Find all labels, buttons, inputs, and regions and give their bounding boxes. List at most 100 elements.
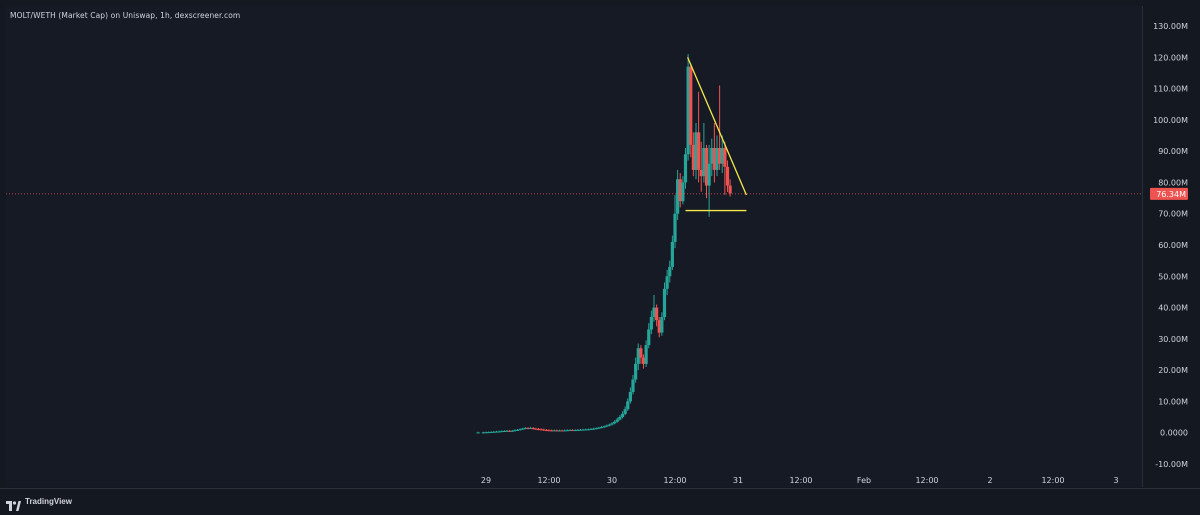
y-tick-label: 10.00M xyxy=(1158,397,1188,406)
candle-body xyxy=(573,430,577,432)
x-tick-label: 30 xyxy=(607,476,617,485)
candle xyxy=(505,430,509,432)
candle-body xyxy=(589,428,593,430)
candle xyxy=(571,429,575,432)
candle xyxy=(723,141,727,195)
candle xyxy=(605,424,609,428)
x-tick-label: 2 xyxy=(987,476,992,485)
candle-body xyxy=(704,148,709,186)
candle-body xyxy=(613,421,617,424)
candle-body xyxy=(571,430,575,432)
tradingview-logo[interactable]: TradingView xyxy=(6,495,72,511)
candle xyxy=(578,428,583,431)
candle-body xyxy=(670,241,674,267)
candle-body xyxy=(487,432,491,434)
candle xyxy=(681,176,685,205)
candle xyxy=(725,160,730,192)
candle xyxy=(694,122,698,180)
candlestick-chart[interactable]: 130.00M 120.00M 110.00M 100.00M 90.00M 80.00M… xyxy=(0,0,1200,488)
candle xyxy=(628,387,632,404)
candle-body xyxy=(502,430,506,432)
candle-body xyxy=(552,430,556,432)
candle xyxy=(697,91,701,183)
candles-layer xyxy=(476,54,732,434)
y-tick-label: 100.00M xyxy=(1153,116,1188,125)
candle-body xyxy=(505,430,509,432)
candle xyxy=(547,429,551,432)
trendline[interactable] xyxy=(687,57,747,196)
candle-body xyxy=(531,428,535,430)
plot-area[interactable] xyxy=(6,6,1143,487)
candle-body xyxy=(584,429,588,431)
candle xyxy=(589,428,593,431)
candle xyxy=(602,425,606,428)
candle-body xyxy=(521,428,525,430)
candle xyxy=(644,340,648,368)
candle-body xyxy=(678,179,682,202)
candle-body xyxy=(634,363,638,380)
candle-body xyxy=(576,429,580,431)
candle-body xyxy=(607,424,611,426)
current-price-badge-bg xyxy=(1150,187,1188,200)
candle xyxy=(636,343,640,371)
candle xyxy=(494,430,499,433)
candle-body xyxy=(707,163,711,186)
y-tick-label: 40.00M xyxy=(1158,304,1188,313)
y-tick-label: 80.00M xyxy=(1158,178,1188,187)
candle xyxy=(718,85,722,170)
candle-body xyxy=(484,432,488,434)
candle-body xyxy=(539,429,543,431)
candle xyxy=(568,429,572,432)
candle-body xyxy=(673,213,677,242)
candle xyxy=(662,282,667,321)
x-tick-label: 12:00 xyxy=(663,476,686,485)
annotations-layer xyxy=(6,57,1142,212)
candle-body xyxy=(497,431,501,433)
candle xyxy=(508,430,512,432)
candle-body xyxy=(597,427,601,429)
x-tick-label: 31 xyxy=(733,476,743,485)
candle-body xyxy=(681,182,685,202)
candle xyxy=(513,429,517,432)
candle-body xyxy=(644,345,648,364)
candle-body xyxy=(492,431,496,433)
candle xyxy=(560,429,564,432)
candle xyxy=(492,430,496,433)
candle xyxy=(523,427,527,430)
candle xyxy=(686,54,690,161)
candle-body xyxy=(557,430,562,432)
candle xyxy=(510,429,514,432)
candle-body xyxy=(563,430,567,432)
candle-body xyxy=(508,430,512,432)
candle-body xyxy=(691,144,695,170)
candle-body xyxy=(665,276,669,289)
candle xyxy=(487,431,491,434)
candle-body xyxy=(676,179,680,214)
candle-body xyxy=(586,429,590,431)
candle xyxy=(707,144,711,217)
candle xyxy=(641,354,646,369)
candle-body xyxy=(489,431,493,433)
candle-body xyxy=(694,132,698,170)
candle-body xyxy=(689,66,693,145)
candle-body xyxy=(710,148,714,164)
candle-body xyxy=(542,429,546,431)
candle-body xyxy=(610,423,614,425)
candle-body xyxy=(547,430,551,432)
candle-body xyxy=(615,419,619,422)
x-tick-label: 12:00 xyxy=(915,476,938,485)
candle-body xyxy=(618,417,622,420)
candle xyxy=(531,427,535,430)
candle xyxy=(555,429,559,432)
candle-body xyxy=(602,426,606,428)
candle xyxy=(689,63,693,158)
candle-body xyxy=(578,429,583,431)
candle xyxy=(500,430,504,433)
candle-body xyxy=(555,430,559,432)
candle xyxy=(639,345,643,364)
y-tick-label: 70.00M xyxy=(1158,210,1188,219)
candle xyxy=(515,428,520,431)
candle xyxy=(550,429,554,432)
candle xyxy=(476,431,480,434)
x-tick-label: Feb xyxy=(857,476,871,485)
